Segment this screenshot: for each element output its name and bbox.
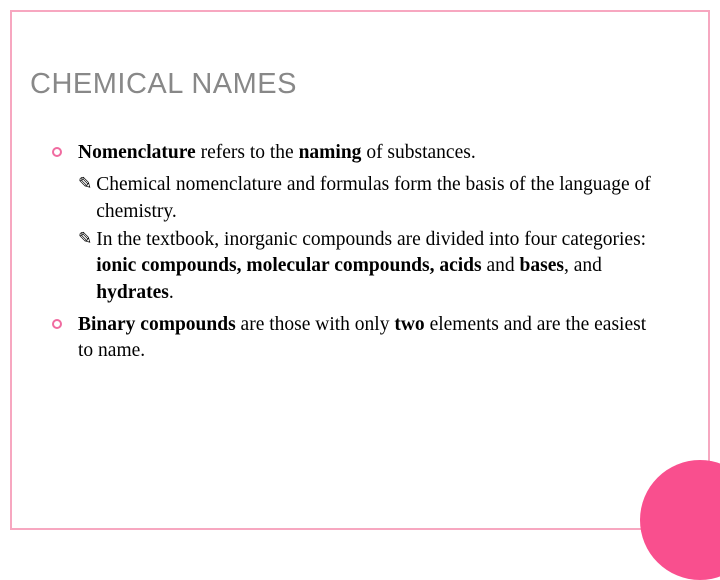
sub-bullet-icon: ✎ (78, 174, 92, 194)
sub-list-item: ✎ Chemical nomenclature and formulas for… (78, 172, 660, 225)
list-item: Nomenclature refers to the naming of sub… (52, 140, 660, 166)
sub-list-item-text: In the textbook, inorganic compounds are… (96, 227, 660, 306)
sub-list: ✎ Chemical nomenclature and formulas for… (78, 172, 660, 306)
slide-title: CHEMICAL NAMES (30, 68, 297, 101)
bullet-ring-icon (52, 319, 62, 329)
list-item-text: Nomenclature refers to the naming of sub… (78, 140, 476, 166)
sub-list-item-text: Chemical nomenclature and formulas form … (96, 172, 660, 225)
bullet-ring-icon (52, 147, 62, 157)
sub-list-item: ✎ In the textbook, inorganic compounds a… (78, 227, 660, 306)
list-item-text: Binary compounds are those with only two… (78, 312, 660, 365)
list-item: Binary compounds are those with only two… (52, 312, 660, 365)
sub-bullet-icon: ✎ (78, 229, 92, 249)
slide-body: Nomenclature refers to the naming of sub… (52, 140, 660, 371)
